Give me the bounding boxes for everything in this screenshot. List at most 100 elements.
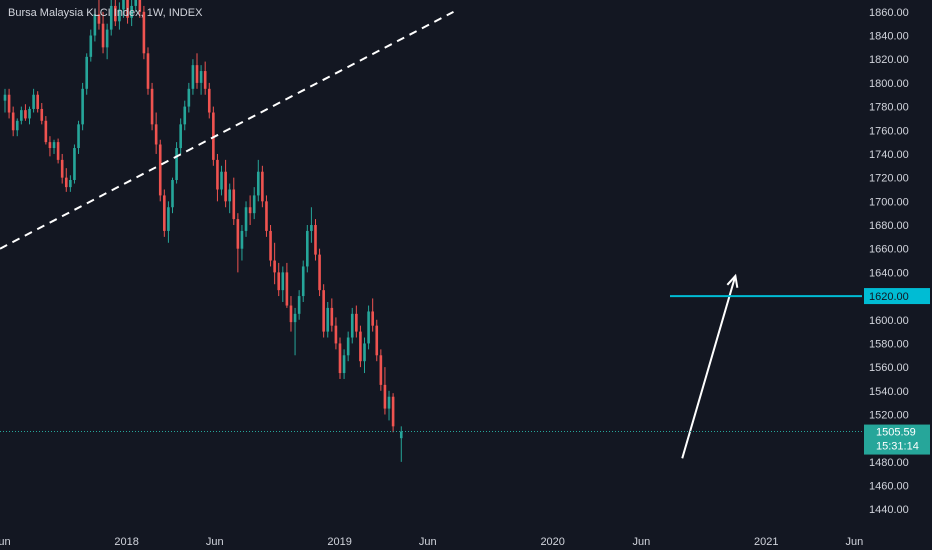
candle xyxy=(142,5,146,60)
candle xyxy=(216,153,219,202)
candle xyxy=(391,393,395,433)
candle-body xyxy=(371,311,374,326)
last-price-badge xyxy=(864,424,930,455)
candle-body xyxy=(150,88,154,125)
candle xyxy=(24,104,27,121)
candle-body xyxy=(301,266,305,297)
candle-body xyxy=(187,88,191,107)
candle xyxy=(56,138,60,164)
candle-body xyxy=(44,120,48,143)
candle xyxy=(248,195,252,226)
candle xyxy=(3,88,7,113)
candle-body xyxy=(342,355,346,374)
candle-body xyxy=(399,431,403,439)
candle-body xyxy=(285,272,289,306)
candle xyxy=(355,305,358,338)
candle-body xyxy=(28,108,31,119)
candle-body xyxy=(293,313,297,323)
candle xyxy=(236,213,240,273)
candle xyxy=(301,260,305,302)
candle xyxy=(383,367,387,415)
candle xyxy=(224,159,227,208)
candle-body xyxy=(15,120,19,131)
candle xyxy=(73,144,76,184)
x-tick-label: Jun xyxy=(0,536,11,548)
candle-body xyxy=(334,325,338,344)
candle xyxy=(252,187,256,220)
candle xyxy=(183,100,187,131)
candle-body xyxy=(7,94,11,113)
candle-body xyxy=(306,230,309,267)
candle xyxy=(130,0,133,27)
candle-body xyxy=(363,343,366,362)
projection-arrow-head xyxy=(726,273,739,288)
candle-body xyxy=(330,307,334,326)
candle xyxy=(318,248,321,297)
y-tick-label: 1540.00 xyxy=(869,386,909,398)
candle-body xyxy=(146,53,150,89)
candle xyxy=(346,331,350,362)
candle xyxy=(85,53,89,95)
x-tick-label: 2018 xyxy=(114,536,138,548)
candle-body xyxy=(310,225,313,231)
candle-body xyxy=(93,14,97,36)
y-tick-label: 1740.00 xyxy=(869,149,909,161)
candle-body xyxy=(73,148,76,181)
candle xyxy=(122,0,125,18)
candle xyxy=(15,118,19,137)
y-tick-label: 1460.00 xyxy=(869,481,909,493)
candle-body xyxy=(163,195,166,231)
drawings-layer xyxy=(0,10,862,459)
candle-body xyxy=(3,94,7,101)
axis-layer: 1860.00 1840.00 1820.00 1800.00 1780.00 1760.… xyxy=(0,7,930,548)
dashed-uptrend-line[interactable] xyxy=(0,10,454,250)
candle xyxy=(11,106,15,137)
candle xyxy=(367,305,370,350)
candle xyxy=(167,201,170,243)
candle xyxy=(175,142,178,184)
candle xyxy=(228,183,231,214)
candle xyxy=(293,307,297,356)
candle xyxy=(371,298,374,332)
candle xyxy=(32,88,35,113)
candle-body xyxy=(60,159,64,178)
candle xyxy=(244,201,248,237)
x-tick-label: Jun xyxy=(419,536,437,548)
candle xyxy=(207,82,211,119)
candle-body xyxy=(101,23,105,48)
candle xyxy=(232,177,236,226)
y-tick-label: 1640.00 xyxy=(869,267,909,279)
candle xyxy=(150,82,154,131)
candle xyxy=(105,23,109,60)
y-tick-label: 1720.00 xyxy=(869,173,909,185)
candle xyxy=(203,61,207,95)
candle-body xyxy=(232,189,236,220)
candle xyxy=(7,88,11,119)
candle xyxy=(101,11,105,54)
y-tick-label: 1600.00 xyxy=(869,315,909,327)
candle-body xyxy=(379,355,383,385)
candle-body xyxy=(265,201,268,231)
candle xyxy=(220,165,223,196)
candle-body xyxy=(269,230,272,261)
candle-body xyxy=(24,110,27,119)
candle xyxy=(187,82,191,113)
candle xyxy=(171,177,174,214)
candle-body xyxy=(36,94,39,109)
candle xyxy=(285,262,289,308)
y-tick-label: 1800.00 xyxy=(869,78,909,90)
candle xyxy=(338,337,342,379)
candle-body xyxy=(195,65,199,83)
projection-arrow-line[interactable] xyxy=(681,275,737,459)
candle-body xyxy=(359,331,362,362)
y-tick-label: 1520.00 xyxy=(869,409,909,421)
candle-body xyxy=(273,260,276,273)
candle xyxy=(273,242,276,285)
candle-body xyxy=(355,313,358,332)
candle-body xyxy=(64,177,68,188)
level-badge xyxy=(864,288,930,305)
candle-body xyxy=(77,124,80,149)
candle-body xyxy=(48,142,52,149)
